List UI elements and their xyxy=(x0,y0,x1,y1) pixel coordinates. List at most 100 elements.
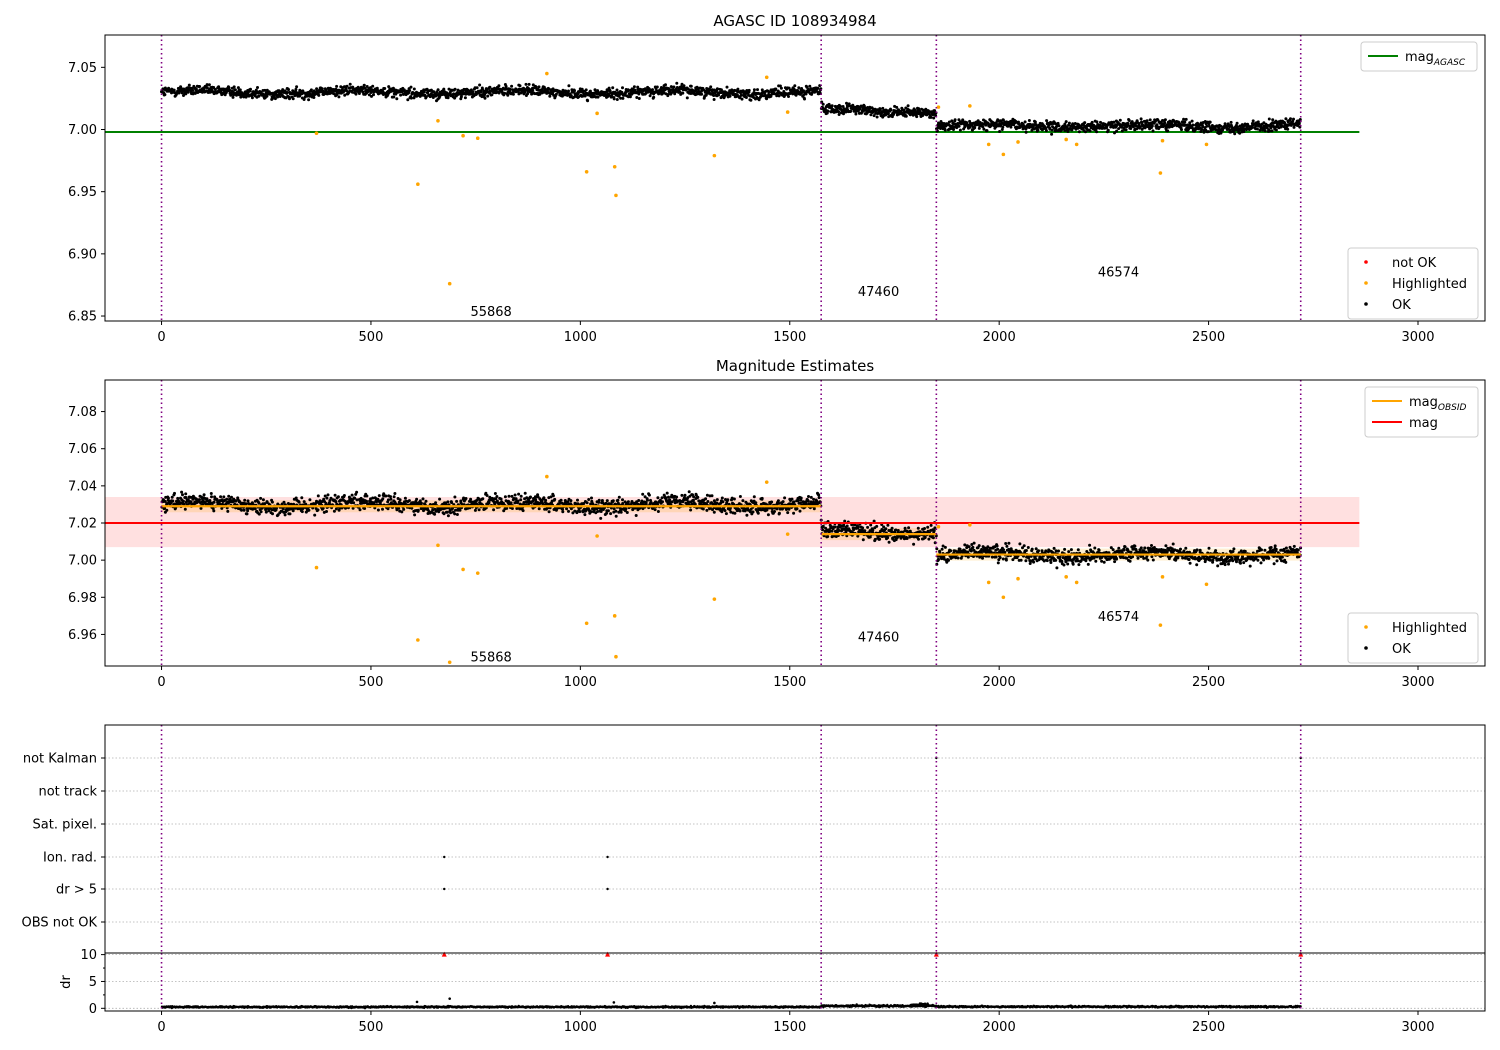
ok-point xyxy=(812,507,816,511)
ok-point xyxy=(335,84,339,88)
ok-point xyxy=(517,492,521,496)
ok-point xyxy=(343,93,347,97)
ok-point xyxy=(956,556,960,560)
ok-point xyxy=(294,87,298,91)
ok-point xyxy=(721,500,725,504)
highlighted-point xyxy=(712,153,717,158)
ok-point xyxy=(776,499,780,503)
ok-point xyxy=(1124,128,1128,132)
ok-point xyxy=(932,529,936,533)
ok-point xyxy=(845,524,849,528)
ok-point xyxy=(442,87,446,91)
ok-point xyxy=(492,508,496,512)
ok-point xyxy=(464,497,468,500)
ok-point xyxy=(998,130,1002,133)
ok-point xyxy=(837,113,841,116)
ok-point xyxy=(917,537,920,541)
ok-point xyxy=(406,98,410,102)
ok-point xyxy=(212,500,216,504)
ok-point xyxy=(817,493,821,497)
ok-point xyxy=(424,95,428,99)
ok-point xyxy=(1054,558,1058,562)
ok-point xyxy=(792,500,796,504)
ok-point xyxy=(1163,121,1167,125)
x-tick-label: 0 xyxy=(157,330,165,345)
ok-point xyxy=(362,83,366,87)
ok-point xyxy=(483,96,487,100)
ok-point xyxy=(1095,120,1099,124)
ok-point xyxy=(257,512,261,516)
ok-point xyxy=(1233,132,1237,136)
ok-point xyxy=(875,115,879,119)
highlighted-point xyxy=(764,75,769,80)
ok-point xyxy=(1034,547,1038,551)
ok-point xyxy=(615,88,619,92)
highlighted-point xyxy=(314,131,319,136)
ok-point xyxy=(725,85,729,89)
ok-point xyxy=(225,497,229,501)
ok-point xyxy=(367,93,371,97)
ok-point xyxy=(616,498,620,502)
ok-point xyxy=(590,496,593,500)
highlighted-point xyxy=(475,136,480,141)
ok-point xyxy=(770,500,774,504)
ok-point xyxy=(291,509,295,513)
ok-point xyxy=(949,549,953,553)
ok-point xyxy=(245,512,249,516)
ok-point xyxy=(705,508,709,512)
ok-point xyxy=(503,495,507,499)
ok-point xyxy=(398,498,402,502)
ok-point xyxy=(634,514,638,517)
ok-point xyxy=(381,497,385,501)
ok-point xyxy=(793,84,797,88)
ok-point xyxy=(971,545,975,549)
ok-point xyxy=(481,497,485,501)
ok-point xyxy=(621,498,624,502)
ok-point xyxy=(324,88,328,92)
ok-point xyxy=(499,497,503,501)
ok-point xyxy=(453,96,457,100)
ok-point xyxy=(599,516,603,520)
ok-point xyxy=(966,550,970,554)
ok-point xyxy=(1190,119,1194,123)
ok-point xyxy=(544,498,548,502)
ok-point xyxy=(402,507,406,511)
ok-point xyxy=(291,97,295,101)
ok-point xyxy=(1052,546,1056,550)
ok-point xyxy=(271,512,274,516)
ok-point xyxy=(475,86,479,90)
ok-point xyxy=(652,95,656,99)
ok-point xyxy=(805,85,809,89)
ok-point xyxy=(285,91,289,94)
ok-point xyxy=(424,499,428,503)
ok-point xyxy=(565,507,569,511)
ok-point xyxy=(691,498,695,502)
ok-point xyxy=(807,495,810,498)
ok-point xyxy=(312,96,316,99)
ok-point xyxy=(896,529,900,532)
ok-point xyxy=(1263,129,1267,133)
ok-point xyxy=(1076,548,1080,552)
ok-point xyxy=(702,88,706,92)
ok-point xyxy=(998,556,1002,560)
ok-point xyxy=(972,541,976,545)
ok-point xyxy=(1129,127,1133,130)
ok-point xyxy=(1106,128,1110,132)
ok-point xyxy=(384,494,388,498)
ok-point xyxy=(1235,121,1239,125)
ok-point xyxy=(551,494,555,498)
ok-point xyxy=(208,499,212,502)
ok-point xyxy=(317,93,321,97)
ok-point xyxy=(527,82,531,86)
ok-point xyxy=(837,529,841,532)
ok-point xyxy=(163,93,167,97)
ok-point xyxy=(458,508,462,512)
ok-point xyxy=(386,498,390,502)
ok-point xyxy=(929,523,933,527)
ok-point xyxy=(576,498,579,502)
ok-point xyxy=(179,85,183,89)
x-tick-label: 2500 xyxy=(1192,330,1225,345)
ok-point xyxy=(589,510,593,514)
highlighted-point xyxy=(447,281,452,286)
ok-point xyxy=(308,498,312,502)
